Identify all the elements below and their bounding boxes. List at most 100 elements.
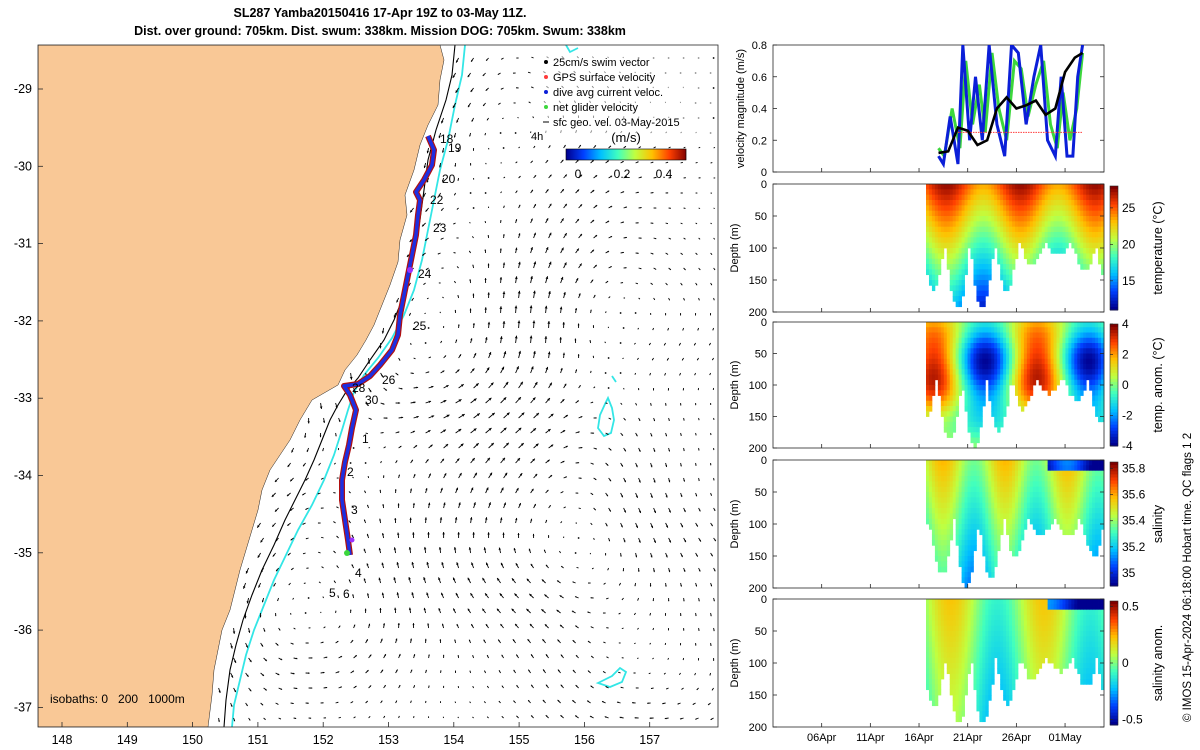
depth-tick-label: 0	[761, 594, 767, 606]
map-y-tick-label: -31	[14, 237, 32, 251]
isobath-1000m-top	[565, 45, 579, 54]
depth-tick-label: 0	[761, 317, 767, 329]
map-y-tick-label: -34	[14, 469, 32, 483]
colorbar-tick-label: 35.6	[1122, 488, 1146, 502]
colorbar-tick-label: 0.2	[614, 167, 631, 181]
velocity-y-tick-label: 0.8	[752, 40, 767, 52]
series-dive-avg-current-veloc-	[937, 45, 1085, 169]
day-label: 20	[442, 172, 456, 186]
map-y-tick-label: -32	[14, 314, 32, 328]
isobaths-label: isobaths: 0 200 1000m	[50, 692, 185, 706]
colorbar-label: temperature (°C)	[1151, 201, 1165, 294]
day-label: 18	[440, 132, 454, 146]
legend-entry: dive avg current veloc.	[553, 87, 663, 99]
net-glider-endpoint	[344, 550, 350, 556]
colorbar-label: salinity	[1151, 504, 1165, 543]
colorbar-tick-label: 4	[1122, 317, 1129, 331]
day-label: 3	[351, 503, 358, 517]
velocity-y-tick-label: 0.6	[752, 72, 767, 84]
track-dive-average	[340, 135, 436, 556]
depth-ylabel: Depth (m)	[729, 639, 741, 688]
depth-tick-label: 50	[755, 487, 767, 499]
velocity-ylabel: velocity magnitude (m/s)	[735, 49, 747, 168]
depth-tick-label: 150	[749, 690, 767, 702]
depth-tick-label: 150	[749, 551, 767, 563]
colorbar-tick-label: 35.4	[1122, 514, 1146, 528]
legend-symbol	[544, 105, 548, 109]
isobath-1000m-seamount	[597, 375, 617, 438]
colorbar-tick-label: 35	[1122, 566, 1136, 580]
map-legend: 25cm/s swim vector GPS surface velocity di…	[531, 54, 712, 181]
depth-tick-label: 200	[749, 443, 767, 455]
map-y-tick-label: -36	[14, 623, 32, 637]
map-x-tick-label: 148	[52, 733, 73, 747]
day-label: 24	[418, 267, 432, 281]
legend-background	[540, 54, 712, 134]
colorbar-label: salinity anom.	[1151, 625, 1165, 701]
land-area	[38, 45, 445, 727]
colorbar-tick-label: -2	[1122, 409, 1133, 423]
map-frame	[37, 44, 719, 728]
heatmap-colorbar	[1109, 461, 1119, 587]
day-label: 26	[382, 373, 396, 387]
depth-tick-label: 200	[749, 583, 767, 595]
legend-hours: 4h	[531, 131, 543, 143]
map-x-tick-label: 151	[247, 733, 268, 747]
day-label: 5	[329, 586, 336, 600]
heatmap-2: 0 50 100 150 200 Depth (m) 4 2 0 -2 -4 temp. anom. …	[729, 317, 1165, 455]
depth-tick-label: 100	[749, 243, 767, 255]
map-x-tick-label: 150	[182, 733, 203, 747]
heatmap-1: 0 50 100 150 200 Depth (m) 15 20 25 temperature (…	[729, 179, 1165, 319]
depth-tick-label: 0	[761, 179, 767, 191]
map-x-ticks: 148 149 150 151 152 153 154 155 156 157	[52, 722, 660, 747]
legend-symbol	[544, 75, 548, 79]
depth-tick-label: 200	[749, 307, 767, 319]
colorbar-tick-label: 0.4	[656, 167, 673, 181]
footer-credit: © IMOS 15-Apr-2024 06:18:00 Hobart time.…	[1182, 432, 1194, 722]
legend-symbol	[544, 90, 548, 94]
legend-symbol	[544, 60, 548, 64]
colorbar-label: (m/s)	[611, 130, 641, 145]
depth-tick-label: 150	[749, 412, 767, 424]
colorbar-tick-label: 0.5	[1122, 600, 1139, 614]
heatmap-4: 0 50 100 150 200 Depth (m) 0.5 0 -0.5 salinity an…	[729, 594, 1165, 734]
day-label: 22	[430, 193, 444, 207]
colorbar-label: temp. anom. (°C)	[1151, 337, 1165, 432]
day-label: 28	[352, 381, 366, 395]
map-x-tick-label: 157	[639, 733, 660, 747]
isobath-1000m-seamount-south	[595, 666, 628, 688]
map-y-tick-label: -29	[14, 82, 32, 96]
purple-marker	[349, 537, 355, 543]
colorbar-tick-label: 2	[1122, 348, 1129, 362]
speed-colorbar	[565, 148, 687, 161]
colorbar-tick-label: 0	[1122, 656, 1129, 670]
depth-tick-label: 50	[755, 211, 767, 223]
velocity-y-tick-label: 0.2	[752, 135, 767, 147]
legend-entry: net glider velocity	[553, 102, 638, 114]
time-series-panels: 0 0.2 0.4 0.6 0.8 velocity magnitude (m/s) 0 50…	[729, 40, 1165, 744]
map-x-tick-label: 149	[117, 733, 138, 747]
series-sfc-geo-vel-	[938, 51, 1084, 155]
colorbar-tick-label: -4	[1122, 439, 1133, 453]
map-x-tick-label: 155	[509, 733, 530, 747]
depth-tick-label: 150	[749, 275, 767, 287]
legend-entry: sfc geo. vel. 03-May-2015	[553, 117, 680, 129]
map-x-tick-label: 154	[443, 733, 464, 747]
depth-ylabel: Depth (m)	[729, 361, 741, 410]
date-tick-label: 16Apr	[904, 732, 934, 744]
map-title-line2: Dist. over ground: 705km. Dist. swum: 33…	[134, 24, 626, 38]
legend-entry: 25cm/s swim vector	[553, 57, 650, 69]
map-y-tick-label: -33	[14, 391, 32, 405]
colorbar-tick-label: 35.2	[1122, 540, 1146, 554]
colorbar-tick-label: 35.8	[1122, 462, 1146, 476]
velocity-y-tick-label: 0	[761, 167, 767, 179]
day-label: 2	[347, 465, 354, 479]
depth-tick-label: 0	[761, 455, 767, 467]
isobath-200m	[223, 45, 456, 727]
day-label: 23	[433, 221, 447, 235]
depth-tick-label: 100	[749, 380, 767, 392]
day-label: 4	[355, 566, 362, 580]
